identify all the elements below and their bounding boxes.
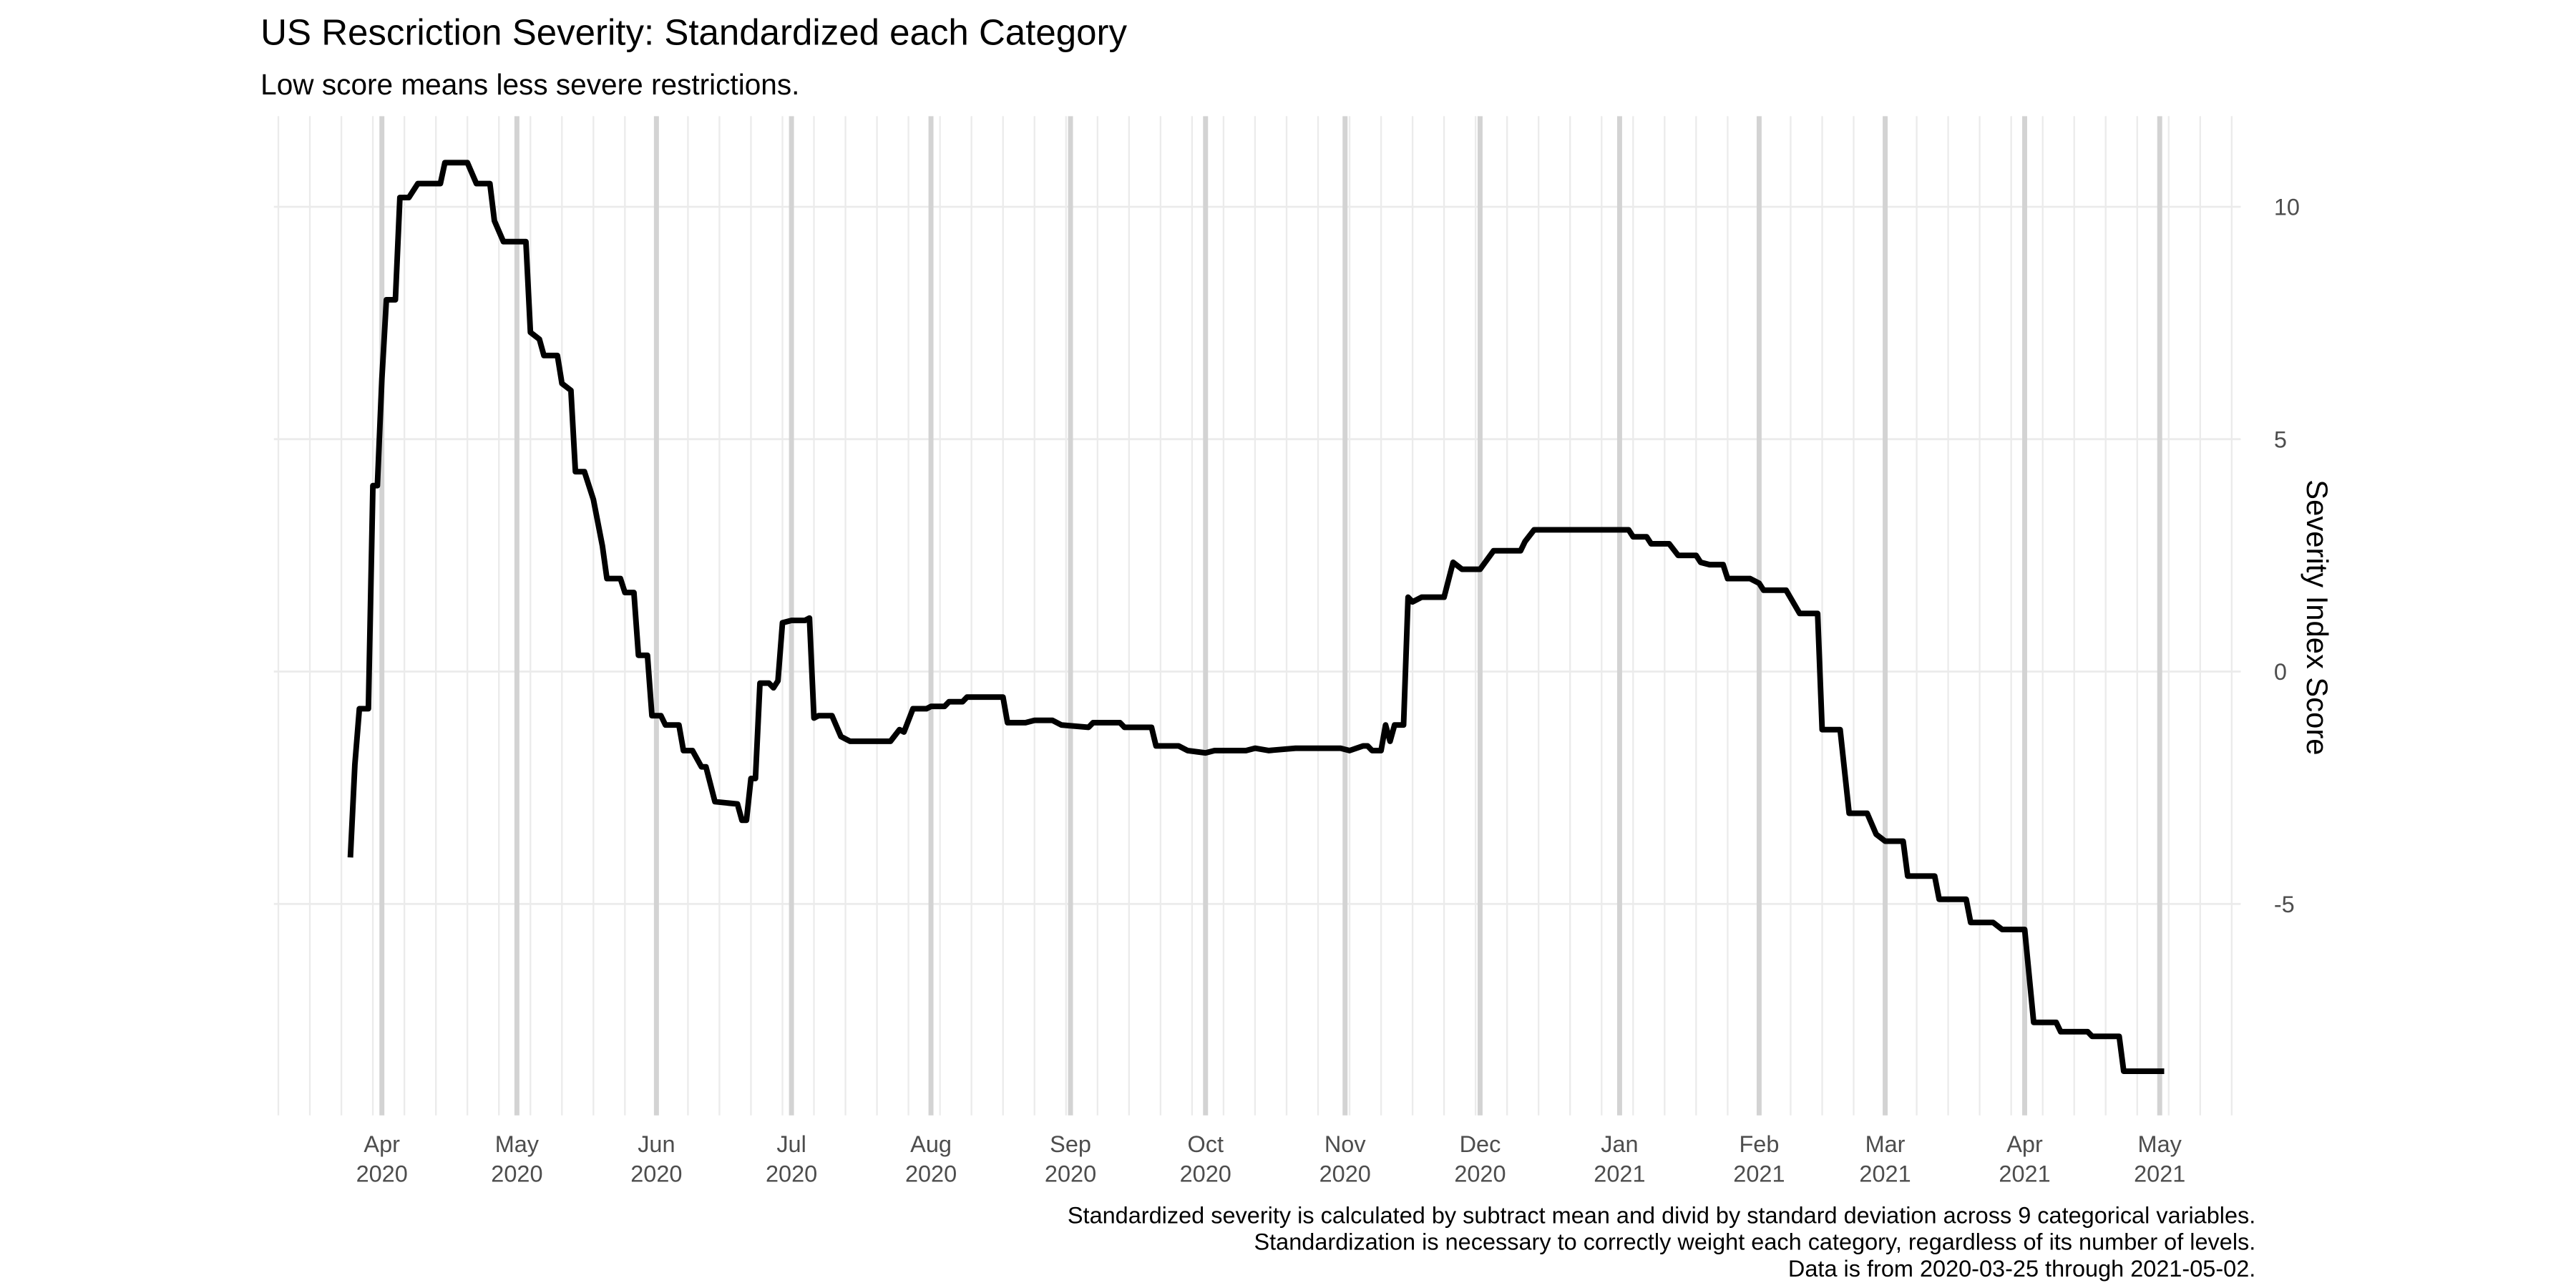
y-tick-label: 10 [2274, 195, 2300, 220]
x-tick-label: 2021 [1859, 1161, 1911, 1187]
x-tick-label: 2021 [1594, 1161, 1645, 1187]
x-tick-label: 2021 [2134, 1161, 2185, 1187]
x-tick-label: 2020 [630, 1161, 682, 1187]
x-tick-label: 2021 [1733, 1161, 1785, 1187]
x-tick-label: May [2138, 1131, 2182, 1157]
chart-subtitle: Low score means less severe restrictions… [260, 68, 799, 101]
x-tick-label: 2020 [1180, 1161, 1231, 1187]
x-tick-label: Apr [364, 1131, 400, 1157]
x-tick-label: 2020 [766, 1161, 817, 1187]
y-tick-label: 5 [2274, 426, 2287, 452]
x-tick-label: Aug [910, 1131, 952, 1157]
x-tick-label: Sep [1050, 1131, 1091, 1157]
x-tick-label: May [495, 1131, 540, 1157]
caption: Data is from 2020-03-25 through 2021-05-… [1788, 1256, 2255, 1282]
x-tick-label: Feb [1739, 1131, 1779, 1157]
x-tick-label: 2020 [1454, 1161, 1506, 1187]
caption: Standardized severity is calculated by s… [1068, 1203, 2255, 1229]
x-tick-label: 2021 [1999, 1161, 2050, 1187]
x-tick-label: Mar [1865, 1131, 1906, 1157]
y-tick-label: 0 [2274, 659, 2287, 685]
chart-title: US Rescriction Severity: Standardized ea… [260, 12, 1127, 53]
x-tick-label: Nov [1324, 1131, 1367, 1157]
x-tick-label: Oct [1187, 1131, 1224, 1157]
y-tick-label: -5 [2274, 892, 2295, 917]
grid [273, 116, 2241, 1116]
x-tick-label: 2020 [356, 1161, 408, 1187]
x-tick-label: 2020 [1319, 1161, 1371, 1187]
x-tick-label: Dec [1460, 1131, 1501, 1157]
x-tick-label: 2020 [1045, 1161, 1096, 1187]
x-tick-label: 2020 [491, 1161, 542, 1187]
y-axis-title: Severity Index Score [2301, 479, 2334, 755]
x-tick-label: Jan [1601, 1131, 1638, 1157]
line [347, 160, 2165, 1075]
caption: Standardization is necessary to correctl… [1254, 1229, 2255, 1255]
x-tick-label: Apr [2006, 1131, 2043, 1157]
x-tick-label: Jul [776, 1131, 806, 1157]
x-tick-label: Jun [638, 1131, 675, 1157]
x-tick-label: 2020 [905, 1161, 957, 1187]
